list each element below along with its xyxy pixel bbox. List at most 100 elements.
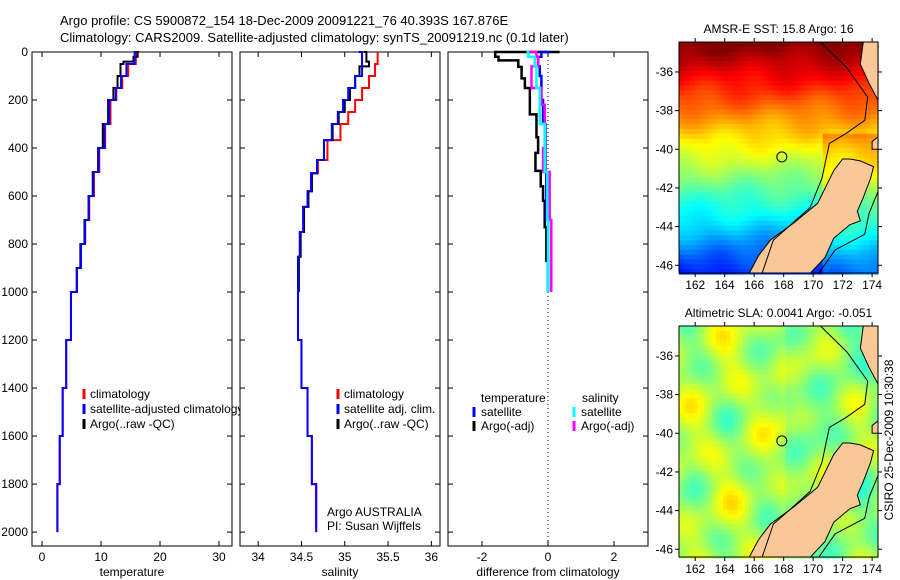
map-cell <box>686 437 691 443</box>
map-cell <box>866 99 872 106</box>
map-cell <box>800 427 805 433</box>
map-cell <box>730 148 735 154</box>
map-cell <box>874 206 879 212</box>
map-cell <box>752 240 757 246</box>
map-cell <box>774 359 780 366</box>
map-cell <box>693 264 699 270</box>
map-cell <box>822 422 828 429</box>
map-cell <box>682 475 687 482</box>
map-cell <box>763 99 769 106</box>
map-cell <box>741 466 746 472</box>
map-cell <box>712 470 717 477</box>
map-cell <box>704 485 710 491</box>
map-cell <box>704 383 710 390</box>
map-cell <box>745 249 750 256</box>
map-cell <box>782 369 787 375</box>
map-cell <box>855 264 861 270</box>
map-cell <box>723 172 728 178</box>
map-cell <box>811 388 816 395</box>
map-cell <box>686 330 691 337</box>
map-cell <box>741 157 746 164</box>
map-cell <box>737 470 743 477</box>
map-cell <box>745 330 750 337</box>
map-cell <box>807 85 813 91</box>
map-cell <box>737 51 743 58</box>
map-cell <box>712 480 717 487</box>
map-cell <box>844 109 850 116</box>
map-cell <box>723 75 728 82</box>
map-cell <box>734 42 739 48</box>
map-cell <box>756 364 761 371</box>
map-cell <box>679 553 684 559</box>
map-cell <box>866 249 872 256</box>
map-cell <box>763 225 769 232</box>
map-cell <box>774 230 780 236</box>
map-cell <box>819 66 824 72</box>
map-cell <box>701 495 706 501</box>
map-cell <box>855 240 861 246</box>
map-cell <box>749 215 754 222</box>
map-cell <box>712 133 717 140</box>
map-cell <box>693 182 699 188</box>
map-cell <box>859 235 864 241</box>
map-cell <box>796 379 802 385</box>
map-cell <box>752 201 757 207</box>
map-cell <box>682 148 687 154</box>
map-cell <box>774 383 780 390</box>
map-cell <box>811 340 816 346</box>
map-cell <box>701 422 706 429</box>
map-cell <box>774 157 780 164</box>
map-cell <box>763 104 769 111</box>
map-cell <box>830 90 835 96</box>
legend-label: satellite <box>581 405 622 419</box>
map-cell <box>708 383 713 390</box>
map-cell <box>793 75 798 82</box>
map-cell <box>826 456 831 462</box>
map-cell <box>771 206 776 212</box>
map-cell <box>782 403 787 409</box>
map-cell <box>870 254 875 261</box>
map-cell <box>752 427 757 433</box>
map-cell <box>855 133 861 140</box>
map-cell <box>859 230 864 236</box>
map-cell <box>830 167 835 174</box>
map-cell <box>756 504 761 511</box>
map-cell <box>726 167 732 174</box>
map-cell <box>830 104 835 111</box>
map-cell <box>760 364 765 371</box>
map-cell <box>686 432 691 438</box>
map-cell <box>712 364 717 371</box>
map-cell <box>701 148 706 154</box>
map-cell <box>712 191 717 198</box>
map-cell <box>793 480 798 487</box>
y-tick-label: 2000 <box>1 525 28 539</box>
map-cell <box>793 56 798 62</box>
map-cell <box>778 56 783 62</box>
map-cell <box>723 354 728 361</box>
map-cell <box>870 109 875 116</box>
map-cell <box>741 167 746 174</box>
map-cell <box>833 254 839 261</box>
map-cell <box>833 548 839 554</box>
map-cell <box>793 485 798 491</box>
map-cell <box>719 109 724 116</box>
map-cell <box>686 417 691 424</box>
map-cell <box>756 42 761 48</box>
map-cell <box>800 191 805 198</box>
map-cell <box>701 215 706 222</box>
map-cell <box>734 124 739 130</box>
map-cell <box>807 80 813 87</box>
map-cell <box>807 109 813 116</box>
map-cell <box>682 235 687 241</box>
map-cell <box>752 388 757 395</box>
map-cell <box>841 75 846 82</box>
map-cell <box>763 66 769 72</box>
map-cell <box>712 61 717 67</box>
map-cell <box>712 354 717 361</box>
map-cell <box>704 215 710 222</box>
map-cell <box>745 412 750 419</box>
map-cell <box>830 441 835 448</box>
map-cell <box>697 157 702 164</box>
map-cell <box>848 85 853 91</box>
map-cell <box>833 369 839 375</box>
